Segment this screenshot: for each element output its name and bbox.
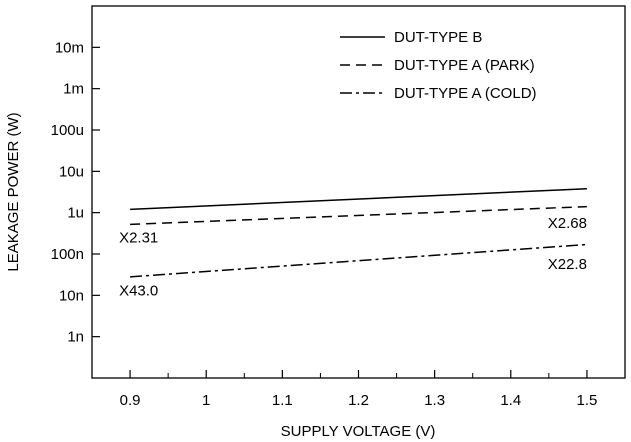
- x-tick-label: 0.9: [120, 392, 141, 409]
- ratio-annotation: X2.68: [548, 215, 587, 232]
- y-axis-ticks: 1n 10n 100n 1u 10u 100u 1m 10m: [51, 39, 100, 346]
- x-tick-label: 1.2: [348, 392, 369, 409]
- y-axis-label: LEAKAGE POWER (W): [5, 112, 22, 271]
- annotation-layer: X2.31 X43.0 X2.68 X22.8: [119, 215, 587, 300]
- plot-frame: [91, 5, 626, 379]
- x-tick-label: 1: [202, 392, 210, 409]
- y-tick-label: 1m: [63, 81, 84, 98]
- y-tick-label: 100u: [51, 122, 84, 139]
- legend: DUT-TYPE B DUT-TYPE A (PARK) DUT-TYPE A (C…: [340, 29, 537, 102]
- series-layer: [130, 187, 587, 278]
- y-tick-label: 100n: [51, 246, 84, 263]
- series-line-2: [130, 205, 587, 226]
- legend-label: DUT-TYPE B: [394, 29, 482, 46]
- x-tick-label: 1.4: [500, 392, 521, 409]
- ratio-annotation: X2.31: [119, 229, 158, 246]
- series-line-3: [130, 243, 587, 278]
- legend-label: DUT-TYPE A (PARK): [394, 57, 535, 74]
- legend-label: DUT-TYPE A (COLD): [394, 85, 537, 102]
- ratio-annotation: X22.8: [548, 256, 587, 273]
- x-tick-label: 1.5: [576, 392, 597, 409]
- x-tick-label: 1.3: [424, 392, 445, 409]
- y-tick-label: 10m: [55, 39, 84, 56]
- series-line-1: [130, 187, 587, 211]
- x-tick-label: 1.1: [272, 392, 293, 409]
- y-tick-label: 10n: [59, 287, 84, 304]
- x-axis-ticks: 0.9 1 1.1 1.2 1.3 1.4 1.5: [120, 370, 597, 409]
- y-tick-label: 1n: [67, 329, 84, 346]
- y-tick-label: 1u: [67, 205, 84, 222]
- ratio-annotation: X43.0: [119, 282, 158, 299]
- y-tick-label: 10u: [59, 163, 84, 180]
- x-axis-label: SUPPLY VOLTAGE (V): [281, 423, 436, 440]
